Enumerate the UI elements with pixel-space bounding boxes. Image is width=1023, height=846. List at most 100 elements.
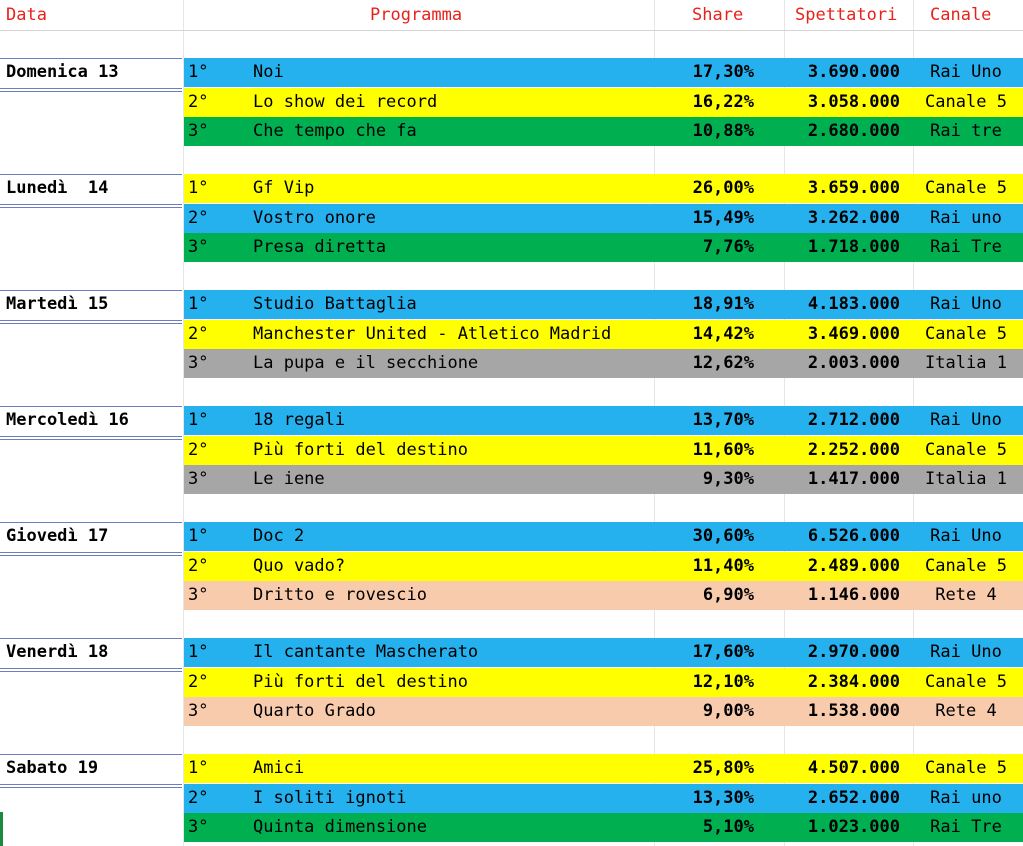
spettatori-cell: 3.659.000: [807, 178, 900, 198]
canale-cell: Canale 5: [925, 178, 1007, 198]
day-border-top: [0, 174, 182, 175]
programma-cell: Le iene: [253, 469, 325, 489]
table-row[interactable]: 2° I soliti ignoti 13,30% 2.652.000 Rai uno: [184, 784, 1023, 813]
rank-cell: 2°: [188, 556, 209, 576]
table-row[interactable]: 2° Manchester United - Atletico Madrid 14,…: [184, 320, 1023, 349]
rank-cell: 2°: [188, 440, 209, 460]
table-row[interactable]: 2° Vostro onore 15,49% 3.262.000 Rai uno: [184, 204, 1023, 233]
programma-cell: Quarto Grado: [253, 701, 376, 721]
spettatori-cell: 1.718.000: [807, 237, 900, 257]
day-border-bottom: [0, 88, 182, 89]
table-row[interactable]: 3° Quinta dimensione 5,10% 1.023.000 Rai Tre: [184, 813, 1023, 842]
canale-cell: Italia 1: [925, 353, 1007, 373]
day-border-bottom: [0, 671, 182, 672]
spettatori-cell: 2.970.000: [807, 642, 900, 662]
table-row[interactable]: 3° La pupa e il secchione 12,62% 2.003.000 I…: [184, 349, 1023, 378]
day-label: Martedì 15: [6, 294, 109, 314]
day-border-bottom: [0, 552, 182, 553]
share-cell: 15,49%: [692, 208, 754, 228]
table-row[interactable]: 3° Quarto Grado 9,00% 1.538.000 Rete 4: [184, 697, 1023, 726]
table-row[interactable]: 3° Dritto e rovescio 6,90% 1.146.000 Rete 4: [184, 581, 1023, 610]
share-cell: 25,80%: [692, 758, 754, 778]
day-border-top: [0, 638, 182, 639]
canale-cell: Rai Uno: [930, 294, 1002, 314]
programma-cell: 18 regali: [253, 410, 346, 430]
rank-cell: 3°: [188, 353, 209, 373]
programma-cell: Quinta dimensione: [253, 817, 427, 837]
table-row[interactable]: 1° Studio Battaglia 18,91% 4.183.000 Rai Uno: [184, 290, 1023, 319]
rank-cell: 1°: [188, 178, 209, 198]
table-row[interactable]: 1° Doc 2 30,60% 6.526.000 Rai Uno: [184, 522, 1023, 551]
share-cell: 9,30%: [702, 469, 754, 489]
canale-cell: Rete 4: [935, 701, 997, 721]
day-border-top: [0, 406, 182, 407]
share-cell: 26,00%: [692, 178, 754, 198]
rank-cell: 1°: [188, 758, 209, 778]
table-row[interactable]: 2° Quo vado? 11,40% 2.489.000 Canale 5: [184, 552, 1023, 581]
programma-cell: Noi: [253, 62, 284, 82]
rank-cell: 2°: [188, 92, 209, 112]
programma-cell: Doc 2: [253, 526, 305, 546]
table-row[interactable]: 2° Lo show dei record 16,22% 3.058.000 Canal…: [184, 88, 1023, 117]
rank-cell: 3°: [188, 701, 209, 721]
spettatori-cell: 2.712.000: [807, 410, 900, 430]
programma-cell: Quo vado?: [253, 556, 346, 576]
canale-cell: Canale 5: [925, 92, 1007, 112]
day-label: Mercoledì 16: [6, 410, 129, 430]
day-border-top: [0, 290, 182, 291]
programma-cell: Studio Battaglia: [253, 294, 417, 314]
share-cell: 17,30%: [692, 62, 754, 82]
day-label: Venerdì 18: [6, 642, 109, 662]
table-row[interactable]: 1° Amici 25,80% 4.507.000 Canale 5: [184, 754, 1023, 783]
day-border-bottom: [0, 784, 182, 785]
spettatori-cell: 3.262.000: [807, 208, 900, 228]
programma-cell: Amici: [253, 758, 305, 778]
programma-cell: I soliti ignoti: [253, 788, 407, 808]
canale-cell: Canale 5: [925, 672, 1007, 692]
day-border-bottom: [0, 91, 182, 92]
share-cell: 30,60%: [692, 526, 754, 546]
rank-cell: 2°: [188, 788, 209, 808]
rank-cell: 3°: [188, 237, 209, 257]
programma-cell: La pupa e il secchione: [253, 353, 479, 373]
table-row[interactable]: 1° 18 regali 13,70% 2.712.000 Rai Uno: [184, 406, 1023, 435]
spettatori-cell: 1.146.000: [807, 585, 900, 605]
share-cell: 18,91%: [692, 294, 754, 314]
share-cell: 13,70%: [692, 410, 754, 430]
share-cell: 14,42%: [692, 324, 754, 344]
canale-cell: Rete 4: [935, 585, 997, 605]
canale-cell: Canale 5: [925, 324, 1007, 344]
day-label: Lunedì 14: [6, 178, 109, 198]
spettatori-cell: 2.489.000: [807, 556, 900, 576]
rank-cell: 2°: [188, 208, 209, 228]
spettatori-cell: 3.690.000: [807, 62, 900, 82]
rank-cell: 3°: [188, 121, 209, 141]
table-row[interactable]: 2° Più forti del destino 11,60% 2.252.000 Ca…: [184, 436, 1023, 465]
day-border-bottom: [0, 787, 182, 788]
table-row[interactable]: 1° Gf Vip 26,00% 3.659.000 Canale 5: [184, 174, 1023, 203]
table-row[interactable]: 3° Che tempo che fa 10,88% 2.680.000 Rai tre: [184, 117, 1023, 146]
rank-cell: 1°: [188, 642, 209, 662]
grid-line: [183, 0, 184, 846]
day-label: Sabato 19: [6, 758, 99, 778]
table-row[interactable]: 1° Il cantante Mascherato 17,60% 2.970.000 R…: [184, 638, 1023, 667]
spettatori-cell: 4.183.000: [807, 294, 900, 314]
share-cell: 11,40%: [692, 556, 754, 576]
programma-cell: Che tempo che fa: [253, 121, 417, 141]
canale-cell: Italia 1: [925, 469, 1007, 489]
table-row[interactable]: 3° Presa diretta 7,76% 1.718.000 Rai Tre: [184, 233, 1023, 262]
table-row[interactable]: 2° Più forti del destino 12,10% 2.384.000 Ca…: [184, 668, 1023, 697]
canale-cell: Rai uno: [930, 208, 1002, 228]
rank-cell: 1°: [188, 294, 209, 314]
programma-cell: Manchester United - Atletico Madrid: [253, 324, 612, 344]
table-row[interactable]: 1° Noi 17,30% 3.690.000 Rai Uno: [184, 58, 1023, 87]
programma-cell: Lo show dei record: [253, 92, 438, 112]
programma-cell: Più forti del destino: [253, 440, 468, 460]
canale-cell: Rai Uno: [930, 526, 1002, 546]
table-row[interactable]: 3° Le iene 9,30% 1.417.000 Italia 1: [184, 465, 1023, 494]
programma-cell: Dritto e rovescio: [253, 585, 427, 605]
spettatori-cell: 1.538.000: [807, 701, 900, 721]
canale-cell: Canale 5: [925, 440, 1007, 460]
share-cell: 10,88%: [692, 121, 754, 141]
spettatori-cell: 2.680.000: [807, 121, 900, 141]
